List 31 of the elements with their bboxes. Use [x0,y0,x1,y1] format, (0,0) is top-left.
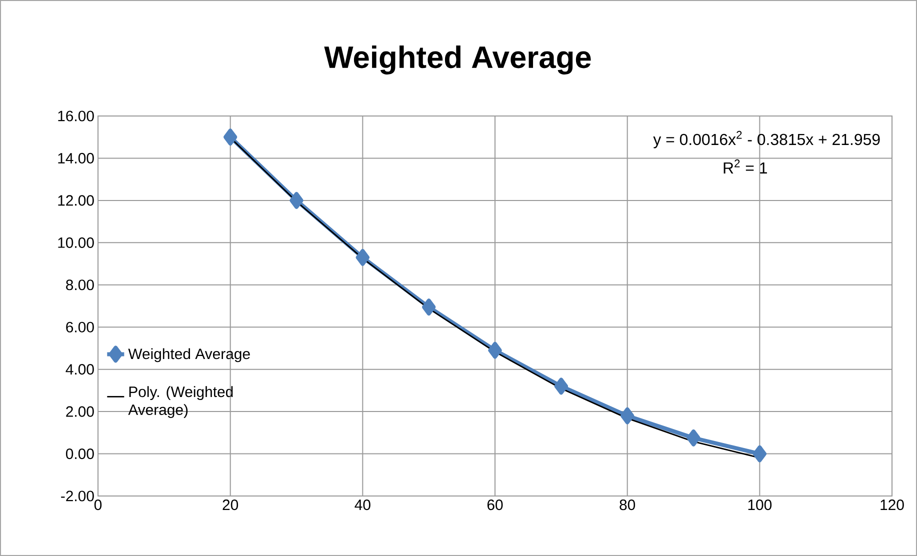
y-tick-label: 4.00 [66,364,94,375]
chart-title: Weighted Average [324,46,591,74]
x-tick-label: 40 [354,500,370,510]
point [356,248,370,266]
point [620,407,634,424]
y-tick-label: 0.00 [66,448,94,460]
x-tick-label: 60 [487,500,503,510]
point [752,445,767,462]
x-tick-label: 0 [94,500,102,510]
annotation: y = 0.0016x$^{2}$ - 0.3815x + 21.959 [653,130,880,148]
x-tick-label: 120 [880,500,904,510]
y-tick-label: 12.00 [58,195,94,206]
point [488,342,502,359]
y-tick-label: 10.00 [58,237,94,248]
point [223,128,238,146]
legend-label: Weighted Average [128,348,250,362]
point [290,192,304,209]
y-tick-label: 16.00 [58,110,94,122]
y-tick-label: -2.00 [61,490,94,502]
x-tick-label: 20 [222,500,238,510]
x-tick-label: 80 [620,500,636,510]
y-tick-label: 8.00 [66,280,94,290]
annotation: R$^{2}$ = 1 [724,159,767,174]
y-tick-label: 14.00 [58,152,94,164]
point [554,378,568,395]
legend-label: Poly. (Weighted Average) [128,386,233,418]
y-tick-label: 2.00 [66,406,94,417]
x-tick-label: 100 [748,500,772,510]
y-tick-label: 6.00 [66,322,94,332]
point [422,298,436,316]
point [686,429,700,446]
